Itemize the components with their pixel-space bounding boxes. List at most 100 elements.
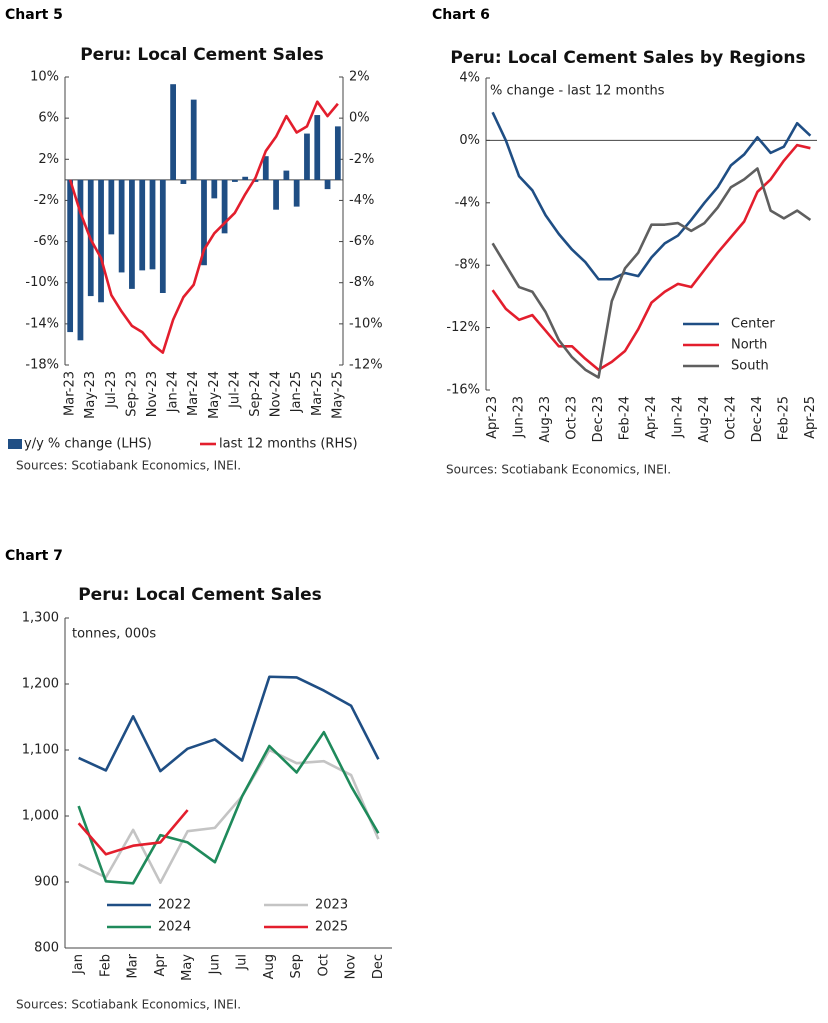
- x-tick-label: Oct: [316, 954, 331, 976]
- y2-tick-label: 2%: [349, 70, 370, 85]
- legend-swatch: [8, 439, 22, 449]
- y-tick-label: 800: [34, 941, 59, 956]
- y-tick-label: -14%: [25, 316, 59, 331]
- y-tick-label: 10%: [30, 70, 59, 85]
- x-tick-label: Nov-24: [269, 371, 284, 417]
- y-tick-label: -12%: [446, 320, 480, 335]
- y-tick-label: -18%: [25, 358, 59, 373]
- x-tick-label: Jul-23: [104, 371, 119, 409]
- series-line: [68, 100, 339, 354]
- x-tick-label: Mar-25: [310, 371, 325, 416]
- bar: [314, 115, 321, 180]
- legend-label: South: [731, 359, 769, 374]
- series-line: [491, 143, 811, 372]
- x-tick-label: May-24: [207, 371, 222, 419]
- x-tick-label: Jan-25: [289, 371, 304, 413]
- y2-tick-label: 0%: [349, 111, 370, 126]
- bar: [98, 179, 104, 303]
- x-tick-label: Mar-24: [186, 371, 201, 416]
- bar: [67, 179, 74, 333]
- legend-label: last 12 months (RHS): [219, 437, 358, 452]
- x-tick-label: Jan: [71, 954, 86, 975]
- bar: [252, 179, 259, 182]
- x-tick-label: Feb-25: [776, 396, 791, 440]
- y-tick-label: 2%: [38, 152, 59, 167]
- x-tick-label: Aug-24: [697, 396, 712, 443]
- bar: [334, 126, 341, 180]
- y-tick-label: -16%: [446, 383, 480, 398]
- x-tick-label: Apr: [153, 953, 168, 976]
- x-tick-label: Jun-23: [512, 396, 527, 439]
- y-tick-label: -10%: [25, 275, 59, 290]
- bar: [129, 179, 135, 289]
- bar: [221, 179, 228, 234]
- bar: [190, 99, 197, 180]
- x-tick-label: Oct-24: [723, 396, 738, 440]
- legend-label: 2023: [315, 898, 348, 913]
- y2-tick-label: -10%: [349, 316, 383, 331]
- x-tick-label: Jul: [235, 954, 250, 971]
- series-line: [77, 730, 380, 885]
- legend-label: North: [731, 338, 767, 353]
- x-tick-label: Feb-24: [618, 396, 633, 440]
- bar: [139, 179, 146, 271]
- bar: [159, 179, 166, 293]
- annotation: % change - last 12 months: [490, 84, 665, 99]
- y-tick-label: 0%: [459, 133, 480, 148]
- x-tick-label: Jul-24: [227, 371, 242, 409]
- y2-tick-label: -2%: [349, 152, 374, 167]
- source: Sources: Scotiabank Economics, INEI.: [446, 463, 671, 477]
- bar: [262, 156, 269, 180]
- y-tick-label: 1,200: [22, 677, 59, 692]
- bar: [304, 133, 310, 180]
- y2-tick-label: -12%: [349, 358, 383, 373]
- x-tick-label: Aug: [262, 954, 277, 979]
- x-tick-label: Sep: [289, 954, 304, 979]
- source: Sources: Scotiabank Economics, INEI.: [16, 459, 241, 473]
- annotation: tonnes, 000s: [72, 627, 156, 642]
- x-tick-label: Jan-24: [166, 371, 181, 413]
- bar: [324, 179, 331, 190]
- y-tick-label: 6%: [38, 111, 59, 126]
- bar: [283, 170, 290, 180]
- chart-label: Chart 6: [432, 7, 490, 23]
- chart-title: Peru: Local Cement Sales by Regions: [450, 48, 805, 68]
- chart-label: Chart 5: [5, 7, 63, 23]
- bar: [293, 179, 300, 207]
- x-tick-label: Dec-23: [591, 396, 606, 442]
- y-tick-label: -8%: [455, 258, 480, 273]
- legend-label: 2025: [315, 920, 348, 935]
- y2-tick-label: -6%: [349, 234, 374, 249]
- x-tick-label: May-23: [83, 371, 98, 419]
- legend-label: 2022: [158, 898, 191, 913]
- bar: [232, 179, 238, 182]
- y-tick-label: -6%: [34, 234, 59, 249]
- legend-label: y/y % change (LHS): [24, 437, 152, 452]
- source: Sources: Scotiabank Economics, INEI.: [16, 998, 241, 1012]
- x-tick-label: Apr-25: [803, 396, 818, 439]
- series-line: [78, 675, 380, 773]
- legend-label: Center: [731, 317, 775, 332]
- x-tick-label: Dec-24: [750, 396, 765, 442]
- x-tick-label: Nov: [344, 954, 359, 980]
- x-tick-label: Oct-23: [565, 396, 580, 440]
- y-tick-label: 1,000: [22, 809, 59, 824]
- series-line: [491, 167, 812, 379]
- x-tick-label: Sep-24: [248, 371, 263, 417]
- chart-title: Peru: Local Cement Sales: [80, 45, 324, 65]
- y-tick-label: 1,300: [22, 611, 59, 626]
- chart-title: Peru: Local Cement Sales: [78, 585, 322, 605]
- y-tick-label: 1,100: [22, 743, 59, 758]
- chart-label: Chart 7: [5, 548, 63, 564]
- x-tick-label: Nov-23: [145, 371, 160, 417]
- y-tick-label: 900: [34, 875, 59, 890]
- x-tick-label: May: [180, 954, 195, 981]
- series-line: [491, 111, 812, 281]
- x-tick-label: Dec: [371, 954, 386, 979]
- bar: [273, 179, 279, 210]
- series-line: [77, 809, 189, 856]
- bar: [77, 179, 84, 341]
- series-line: [78, 748, 380, 884]
